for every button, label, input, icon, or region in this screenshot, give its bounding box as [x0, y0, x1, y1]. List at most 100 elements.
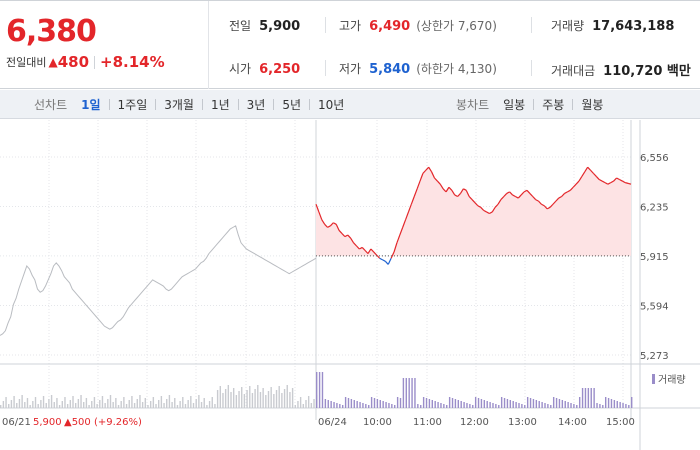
x-tick-label: 06/24	[318, 417, 347, 428]
today-line-segment	[549, 203, 554, 208]
volume-bar-prev	[96, 404, 98, 408]
volume-bar-today	[440, 403, 442, 408]
volume-bar-prev	[83, 402, 85, 408]
volume-bar-prev	[206, 405, 208, 408]
volume-bar-today	[368, 405, 370, 408]
volume-bar-prev	[211, 397, 213, 408]
today-line-segment	[483, 209, 487, 213]
stat-label: 시가	[229, 62, 252, 76]
volume-bar-today	[347, 398, 350, 408]
divider	[533, 99, 535, 110]
volume-bar-today	[318, 372, 321, 408]
volume-bar-prev	[141, 402, 144, 408]
divider	[108, 99, 110, 110]
today-line-segment	[515, 195, 519, 199]
volume-bar-today	[492, 403, 494, 408]
volume-bar-today	[529, 398, 532, 408]
volume-bar-prev	[69, 400, 72, 408]
volume-bar-prev	[147, 405, 149, 408]
line-chart-label: 선차트	[34, 98, 68, 112]
volume-bar-today	[483, 400, 486, 408]
today-line-segment	[616, 177, 620, 181]
tab-1y[interactable]: 1년	[210, 98, 230, 112]
volume-bar-today	[333, 402, 335, 408]
today-line-segment	[390, 251, 395, 259]
today-line-segment	[410, 196, 415, 205]
x-tick-label: 11:00	[413, 417, 442, 428]
today-line-segment	[541, 203, 545, 207]
volume-bar-prev	[297, 401, 299, 408]
volume-bar-prev	[21, 395, 23, 408]
volume-bar-prev	[182, 397, 184, 408]
volume-bar-today	[370, 397, 373, 408]
tab-1w[interactable]: 1주일	[117, 98, 148, 112]
volume-bar-prev	[302, 404, 305, 408]
today-line-segment	[584, 166, 589, 173]
volume-bar-today	[385, 402, 387, 408]
today-line-segment	[350, 237, 355, 244]
today-line-segment	[552, 200, 557, 205]
volume-bar-prev	[230, 392, 232, 408]
stat-label: 저가	[339, 62, 362, 76]
volume-bar-prev	[262, 388, 264, 408]
y-tick-label: 6,235	[640, 203, 669, 214]
today-line-segment	[335, 224, 340, 231]
today-line-segment	[592, 172, 597, 177]
tab-10y[interactable]: 10년	[318, 98, 345, 112]
tab-weekly[interactable]: 주봉	[542, 98, 565, 112]
volume-bar-prev	[200, 402, 203, 408]
volume-bar-today	[428, 399, 431, 408]
volume-bar-prev	[144, 398, 147, 408]
divider	[237, 99, 239, 110]
today-line-segment	[468, 196, 473, 201]
volume-bar-today	[376, 399, 379, 408]
volume-bar-today	[457, 400, 460, 408]
volume-bar-today	[391, 404, 393, 408]
today-line-segment	[509, 191, 513, 196]
volume-bar-prev	[259, 392, 262, 408]
tab-monthly[interactable]: 월봉	[581, 98, 604, 112]
today-line-segment	[517, 194, 522, 199]
today-line-segment	[318, 211, 323, 220]
volume-bar-prev	[243, 394, 246, 408]
volume-bar-prev	[26, 398, 29, 408]
volume-bar-prev	[313, 399, 315, 408]
tab-5y[interactable]: 5년	[282, 98, 302, 112]
today-line-segment	[477, 205, 482, 208]
volume-bar-today	[414, 378, 416, 408]
today-line-segment	[431, 171, 436, 179]
stat-label: 거래량	[551, 19, 585, 33]
volume-bar-prev	[251, 393, 254, 408]
stat-prev-close: 전일 5,900	[229, 17, 300, 34]
today-line-segment	[587, 166, 591, 171]
volume-bar-today	[498, 405, 500, 408]
volume-bar-prev	[16, 403, 18, 408]
volume-bar-today	[399, 398, 402, 408]
stat-label: 고가	[339, 19, 362, 33]
volume-bar-today	[394, 405, 396, 408]
today-line-segment	[471, 199, 476, 204]
volume-bar-today	[610, 399, 613, 408]
today-line-segment	[315, 204, 320, 213]
y-tick-label: 5,915	[640, 252, 669, 263]
tab-1d[interactable]: 1일	[81, 98, 101, 112]
volume-bar-today	[518, 403, 520, 408]
volume-bar-prev	[294, 405, 296, 408]
volume-bar-prev	[299, 397, 302, 408]
volume-bar-today	[469, 404, 471, 408]
tab-3y[interactable]: 3년	[246, 98, 266, 112]
today-line-segment	[532, 196, 537, 201]
volume-legend-label: 거래량	[658, 374, 686, 386]
volume-bar-today	[486, 401, 488, 408]
volume-bar-today	[616, 401, 618, 408]
x-tick-label: 13:00	[508, 417, 537, 428]
volume-bar-today	[535, 400, 538, 408]
change-percent: +8.14%	[100, 53, 165, 71]
tab-daily[interactable]: 일봉	[503, 98, 526, 112]
tab-3m[interactable]: 3개월	[164, 98, 194, 112]
divider	[572, 99, 574, 110]
change-amount: 480	[57, 53, 90, 71]
volume-bar-prev	[10, 400, 13, 408]
today-line-segment	[463, 188, 467, 191]
stat-open: 시가 6,250	[229, 60, 300, 77]
